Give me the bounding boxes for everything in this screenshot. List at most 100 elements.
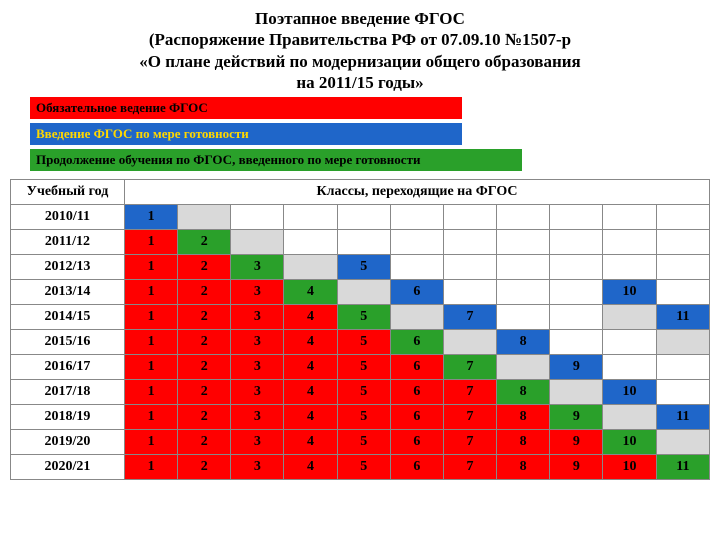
grade-cell [550,380,603,405]
grade-cell: 10 [603,280,656,305]
year-cell: 2019/20 [11,430,125,455]
grade-cell [284,205,337,230]
grade-cell [497,230,550,255]
grade-cell [656,380,709,405]
grade-cell: 2 [178,230,231,255]
grade-cell [284,230,337,255]
grade-cell: 7 [443,355,496,380]
year-cell: 2014/15 [11,305,125,330]
grade-cell: 8 [497,330,550,355]
legend-item: Введение ФГОС по мере готовности [30,123,462,145]
grade-cell [497,355,550,380]
grade-cell [656,330,709,355]
grade-cell: 3 [231,330,284,355]
grade-cell [656,280,709,305]
grade-cell: 1 [124,330,177,355]
grade-cell: 5 [337,330,390,355]
grade-cell: 7 [443,455,496,480]
grade-cell: 5 [337,430,390,455]
page-title: Поэтапное введение ФГОС (Распоряжение Пр… [0,0,720,97]
grade-cell: 4 [284,430,337,455]
table-row: 2018/1912345678911 [11,405,710,430]
table-row: 2019/2012345678910 [11,430,710,455]
grade-cell [497,305,550,330]
classes-header: Классы, переходящие на ФГОС [124,180,709,205]
grade-cell: 6 [390,455,443,480]
grade-cell: 8 [497,430,550,455]
grade-cell: 7 [443,380,496,405]
grade-cell: 1 [124,430,177,455]
grade-cell [603,405,656,430]
grade-cell [656,205,709,230]
grade-cell: 4 [284,355,337,380]
grade-cell [603,255,656,280]
grade-cell [443,280,496,305]
grade-cell: 3 [231,305,284,330]
grade-cell: 4 [284,305,337,330]
grade-cell: 2 [178,305,231,330]
grade-cell: 5 [337,305,390,330]
schedule-table-wrap: Учебный годКлассы, переходящие на ФГОС 20… [0,179,720,480]
grade-cell [390,255,443,280]
table-row: 2013/141234610 [11,280,710,305]
year-cell: 2020/21 [11,455,125,480]
grade-cell [550,230,603,255]
grade-cell [656,355,709,380]
grade-cell: 3 [231,380,284,405]
grade-cell: 5 [337,405,390,430]
grade-cell: 8 [497,455,550,480]
grade-cell: 1 [124,405,177,430]
grade-cell [178,205,231,230]
grade-cell: 1 [124,255,177,280]
grade-cell [603,205,656,230]
grade-cell: 10 [603,455,656,480]
grade-cell [284,255,337,280]
grade-cell: 7 [443,405,496,430]
legend-item: Обязательное ведение ФГОС [30,97,462,119]
grade-cell: 9 [550,405,603,430]
grade-cell: 1 [124,305,177,330]
table-row: 2014/1512345711 [11,305,710,330]
grade-cell: 2 [178,255,231,280]
grade-cell [390,205,443,230]
legend: Обязательное ведение ФГОС Введение ФГОС п… [0,97,720,179]
grade-cell: 4 [284,330,337,355]
grade-cell: 2 [178,280,231,305]
year-cell: 2012/13 [11,255,125,280]
table-row: 2012/131235 [11,255,710,280]
grade-cell: 11 [656,405,709,430]
grade-cell: 1 [124,280,177,305]
grade-cell: 5 [337,380,390,405]
grade-cell [231,205,284,230]
grade-cell: 2 [178,455,231,480]
grade-cell: 10 [603,430,656,455]
grade-cell: 7 [443,305,496,330]
grade-cell [656,230,709,255]
grade-cell [603,305,656,330]
table-row: 2015/161234568 [11,330,710,355]
grade-cell: 8 [497,380,550,405]
year-cell: 2017/18 [11,380,125,405]
grade-cell: 1 [124,380,177,405]
grade-cell: 3 [231,430,284,455]
grade-cell [550,280,603,305]
grade-cell [337,280,390,305]
grade-cell: 6 [390,355,443,380]
year-cell: 2015/16 [11,330,125,355]
grade-cell: 9 [550,355,603,380]
grade-cell: 9 [550,430,603,455]
table-row: 2020/211234567891011 [11,455,710,480]
grade-cell [337,230,390,255]
grade-cell [550,255,603,280]
table-row: 2016/1712345679 [11,355,710,380]
title-line: (Распоряжение Правительства РФ от 07.09.… [30,29,690,50]
year-cell: 2011/12 [11,230,125,255]
table-header-row: Учебный годКлассы, переходящие на ФГОС [11,180,710,205]
grade-cell [603,330,656,355]
grade-cell: 4 [284,280,337,305]
grade-cell: 2 [178,380,231,405]
grade-cell [550,205,603,230]
title-line: «О плане действий по модернизации общего… [30,51,690,72]
year-cell: 2018/19 [11,405,125,430]
table-row: 2017/181234567810 [11,380,710,405]
